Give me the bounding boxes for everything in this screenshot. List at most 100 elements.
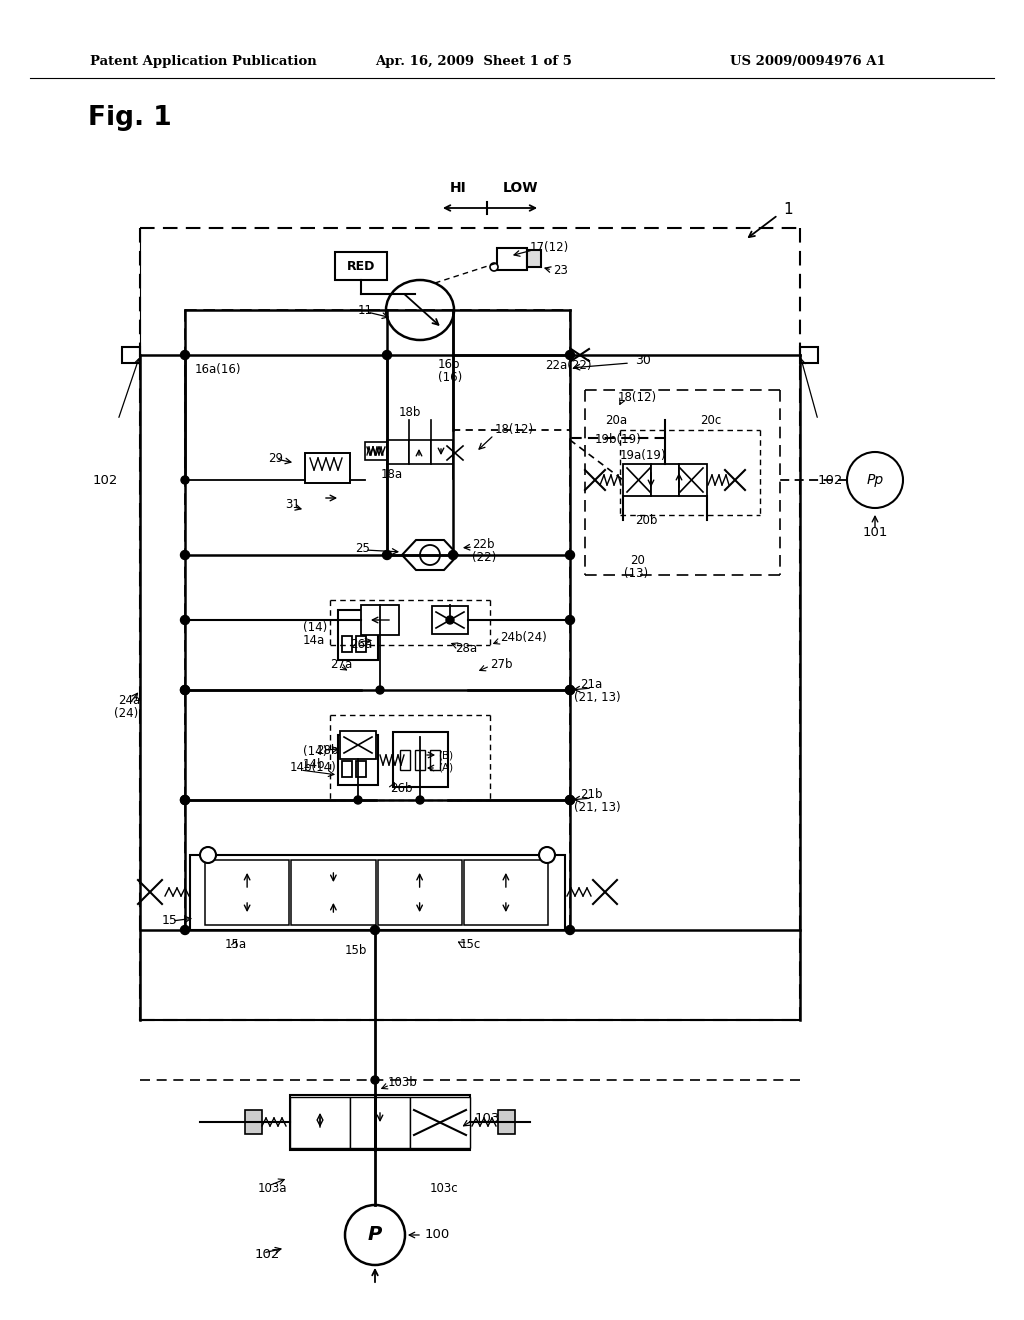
Text: (B): (B) (438, 750, 454, 760)
Text: 26a: 26a (350, 638, 373, 651)
Text: 18(12): 18(12) (618, 392, 657, 404)
Circle shape (565, 796, 574, 804)
Bar (122, 347, 140, 363)
Text: 16a(16): 16a(16) (195, 363, 242, 376)
Circle shape (180, 796, 189, 804)
Bar (342, 762, 352, 777)
Circle shape (180, 550, 189, 560)
Bar (623, 465, 651, 496)
Text: 26b: 26b (390, 781, 413, 795)
Text: 28b: 28b (316, 743, 338, 756)
Text: 14b: 14b (303, 759, 326, 771)
Text: 18b: 18b (398, 405, 421, 418)
Circle shape (383, 550, 391, 560)
Bar (432, 606, 468, 634)
Text: (14): (14) (303, 620, 328, 634)
Bar (410, 1097, 470, 1148)
Circle shape (539, 847, 555, 863)
Text: 102: 102 (255, 1249, 281, 1262)
Text: (21, 13): (21, 13) (574, 692, 621, 705)
Bar (527, 249, 541, 267)
Circle shape (847, 451, 903, 508)
Bar (356, 762, 366, 777)
Text: 20a: 20a (605, 413, 627, 426)
Text: 27a: 27a (330, 659, 352, 672)
Text: (21, 13): (21, 13) (574, 801, 621, 814)
Circle shape (180, 685, 189, 694)
Polygon shape (402, 540, 458, 570)
Bar (400, 750, 410, 770)
Bar (245, 1110, 262, 1134)
Text: 15c: 15c (460, 939, 481, 952)
Bar (393, 733, 449, 787)
Text: 31: 31 (285, 499, 300, 511)
Text: 21b: 21b (580, 788, 602, 801)
Text: 103b: 103b (388, 1077, 418, 1089)
Bar (651, 465, 679, 496)
Bar (800, 347, 818, 363)
Circle shape (180, 615, 189, 624)
Circle shape (446, 616, 454, 624)
Text: 11: 11 (358, 304, 373, 317)
Bar (190, 855, 565, 931)
Text: 15: 15 (162, 913, 178, 927)
Text: Apr. 16, 2009  Sheet 1 of 5: Apr. 16, 2009 Sheet 1 of 5 (375, 55, 571, 69)
Bar (497, 248, 527, 271)
Text: Patent Application Publication: Patent Application Publication (90, 55, 316, 69)
Text: (22): (22) (472, 552, 497, 565)
Bar (350, 1097, 410, 1148)
Circle shape (371, 925, 380, 935)
Text: Pp: Pp (866, 473, 884, 487)
Bar (305, 453, 350, 483)
Bar (679, 465, 707, 496)
Circle shape (383, 351, 391, 359)
Text: 20c: 20c (700, 413, 721, 426)
Bar (498, 1110, 515, 1134)
Text: LOW: LOW (502, 181, 538, 195)
Text: 21a: 21a (580, 678, 602, 692)
Bar (335, 252, 387, 280)
Circle shape (200, 847, 216, 863)
Text: 30: 30 (635, 354, 651, 367)
Bar (340, 731, 376, 759)
Text: 103c: 103c (430, 1181, 459, 1195)
Circle shape (490, 263, 498, 271)
Text: 24a: 24a (118, 693, 140, 706)
Text: 103: 103 (475, 1111, 501, 1125)
Ellipse shape (386, 280, 454, 341)
Text: RED: RED (347, 260, 375, 272)
Circle shape (354, 796, 362, 804)
Text: 19a(19): 19a(19) (620, 449, 667, 462)
Text: (A): (A) (438, 763, 454, 774)
Bar (431, 440, 453, 465)
Bar (409, 440, 431, 465)
Text: P: P (368, 1225, 382, 1245)
Text: HI: HI (450, 181, 466, 195)
Text: (14): (14) (303, 746, 328, 759)
Circle shape (565, 925, 574, 935)
Circle shape (565, 550, 574, 560)
Text: 25: 25 (355, 541, 370, 554)
Bar (464, 861, 548, 925)
Text: 20: 20 (630, 553, 645, 566)
Bar (338, 735, 378, 785)
Circle shape (180, 351, 189, 359)
Text: 101: 101 (862, 525, 888, 539)
Text: 22a(22): 22a(22) (545, 359, 592, 371)
Circle shape (371, 1076, 379, 1084)
Circle shape (180, 796, 189, 804)
Bar (356, 636, 366, 652)
Bar (387, 440, 409, 465)
Circle shape (420, 545, 440, 565)
Text: 100: 100 (425, 1229, 451, 1242)
Circle shape (345, 1205, 406, 1265)
Circle shape (565, 685, 574, 694)
Bar (365, 442, 387, 459)
Text: 20b: 20b (635, 513, 657, 527)
Text: (24): (24) (114, 708, 138, 721)
Bar (361, 605, 399, 635)
Bar (290, 1097, 350, 1148)
Circle shape (565, 615, 574, 624)
Text: 22b: 22b (472, 539, 495, 552)
Text: 1: 1 (783, 202, 793, 218)
